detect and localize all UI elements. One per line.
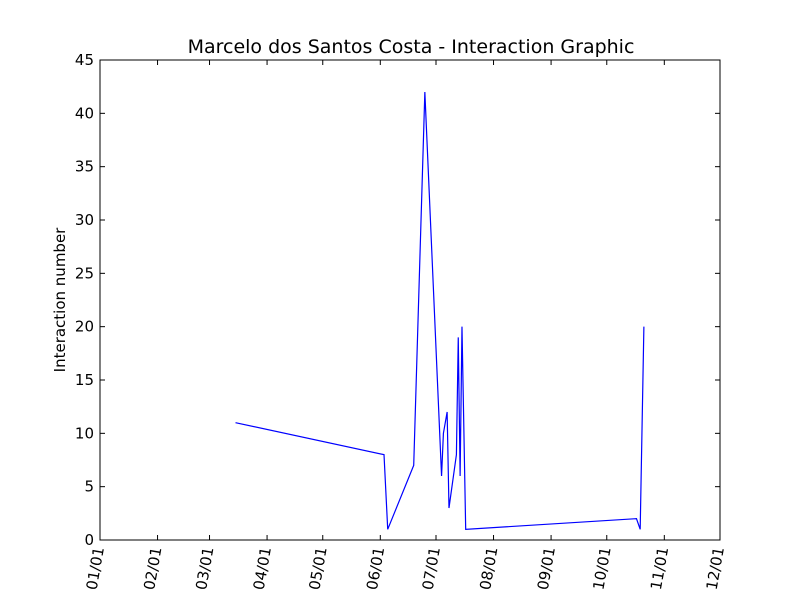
x-tick-label: 12/01 [703,546,728,592]
x-tick-label: 09/01 [534,546,559,592]
y-tick-label: 20 [75,318,94,336]
y-tick-label: 40 [75,104,94,122]
x-tick-label: 10/01 [589,546,614,592]
y-tick-label: 45 [75,51,94,69]
y-axis-label: Interaction number [51,227,69,373]
y-tick-label: 25 [75,264,94,282]
x-tick-label: 05/01 [305,546,330,592]
x-tick-label: 04/01 [250,546,275,592]
plot-area: 0 5 10 15 20 25 30 35 40 45 01/01 02/01 03/01 04/01 05… [75,51,728,591]
plot-frame [99,59,721,541]
y-tick-label: 5 [84,478,94,496]
x-tick-label: 11/01 [647,546,672,592]
y-tick-label: 15 [75,371,94,389]
x-tick-label: 01/01 [83,546,108,592]
y-tick-label: 10 [75,424,94,442]
series-line-0 [235,91,645,530]
x-tick-label: 07/01 [419,546,444,592]
x-tick-label: 02/01 [140,546,165,592]
x-tick-label: 08/01 [476,546,501,592]
y-tick-label: 35 [75,158,94,176]
y-tick-label: 30 [75,211,94,229]
chart-title: Marcelo dos Santos Costa - Interaction G… [188,36,635,58]
x-tick-label: 06/01 [363,546,388,592]
y-tick-label: 0 [84,531,94,549]
x-tick-label: 03/01 [192,546,217,592]
